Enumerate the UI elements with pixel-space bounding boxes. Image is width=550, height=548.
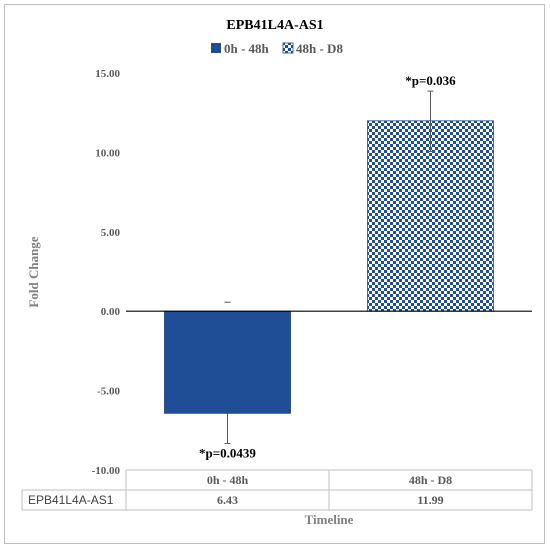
y-axis-title: Fold Change	[26, 236, 41, 307]
p-value-annotation-0: *p=0.0439	[199, 445, 256, 460]
x-axis-title: Timeline	[305, 512, 354, 527]
y-tick-label: 0.00	[101, 306, 121, 318]
y-tick-label: 15.00	[95, 68, 120, 80]
y-axis-ticks: 15.00 10.00 5.00 0.00 -5.00 -10.00	[92, 68, 121, 477]
legend-label-1: 48h - D8	[296, 41, 343, 56]
category-label-0: 0h - 48h	[207, 473, 249, 487]
error-bars	[224, 90, 434, 444]
data-table: 0h - 48h 48h - D8 EPB41L4A-AS1 6.43 11.99	[21, 469, 533, 511]
bar-0	[164, 310, 291, 414]
y-tick-label: 10.00	[95, 147, 120, 159]
table-row-label: EPB41L4A-AS1	[28, 493, 114, 507]
legend-swatch-solid	[211, 43, 221, 53]
y-tick-label: -5.00	[97, 386, 120, 398]
y-tick-label: 5.00	[101, 227, 121, 239]
chart-title: EPB41L4A-AS1	[226, 18, 323, 33]
y-tick-label: -10.00	[92, 465, 121, 477]
p-value-annotation-1: *p=0.036	[405, 73, 456, 88]
annotations: *p=0.0439 *p=0.036	[199, 73, 456, 460]
table-cell-1: 11.99	[417, 493, 443, 507]
legend: 0h - 48h 48h - D8	[211, 41, 343, 56]
bar-1	[367, 120, 494, 312]
bars	[126, 120, 532, 414]
legend-swatch-checker	[282, 42, 294, 54]
category-label-1: 48h - D8	[409, 473, 452, 487]
table-cell-0: 6.43	[217, 493, 238, 507]
legend-label-0: 0h - 48h	[224, 41, 270, 56]
